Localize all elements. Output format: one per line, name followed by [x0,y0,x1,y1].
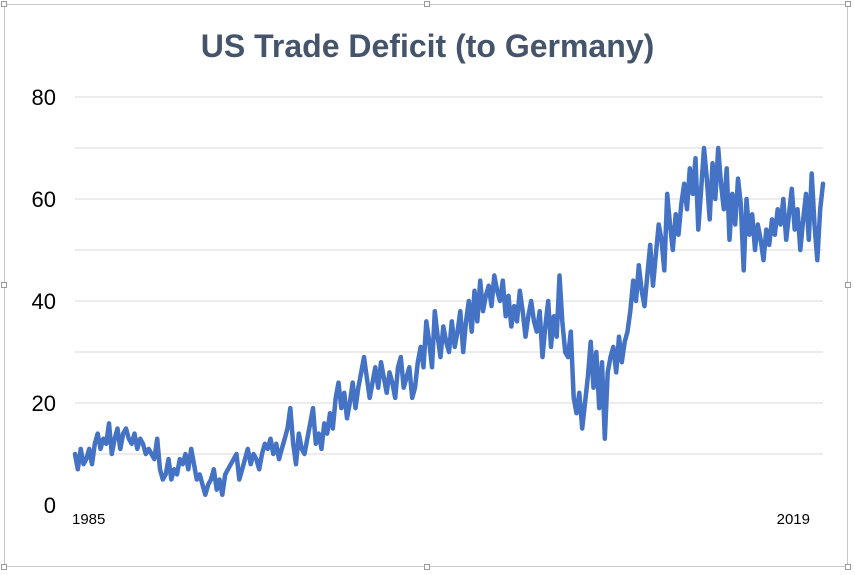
y-tick-label: 0 [44,493,56,518]
y-tick-label: 20 [32,391,56,416]
resize-handle-top-right[interactable] [845,1,851,7]
resize-handle-bottom-left[interactable] [1,564,7,570]
resize-handle-right[interactable] [845,282,851,288]
y-tick-label: 80 [32,85,56,110]
resize-handle-top-left[interactable] [1,1,7,7]
chart-title: US Trade Deficit (to Germany) [200,28,655,64]
series-line [72,145,826,498]
resize-handle-left[interactable] [1,282,7,288]
y-tick-label: 40 [32,289,56,314]
x-tick-label-end: 2019 [777,511,810,528]
x-tick-label-start: 1985 [72,511,105,528]
resize-handle-bottom-right[interactable] [845,564,851,570]
y-tick-label: 60 [32,187,56,212]
resize-handle-top[interactable] [424,1,430,7]
resize-handle-bottom[interactable] [424,564,430,570]
